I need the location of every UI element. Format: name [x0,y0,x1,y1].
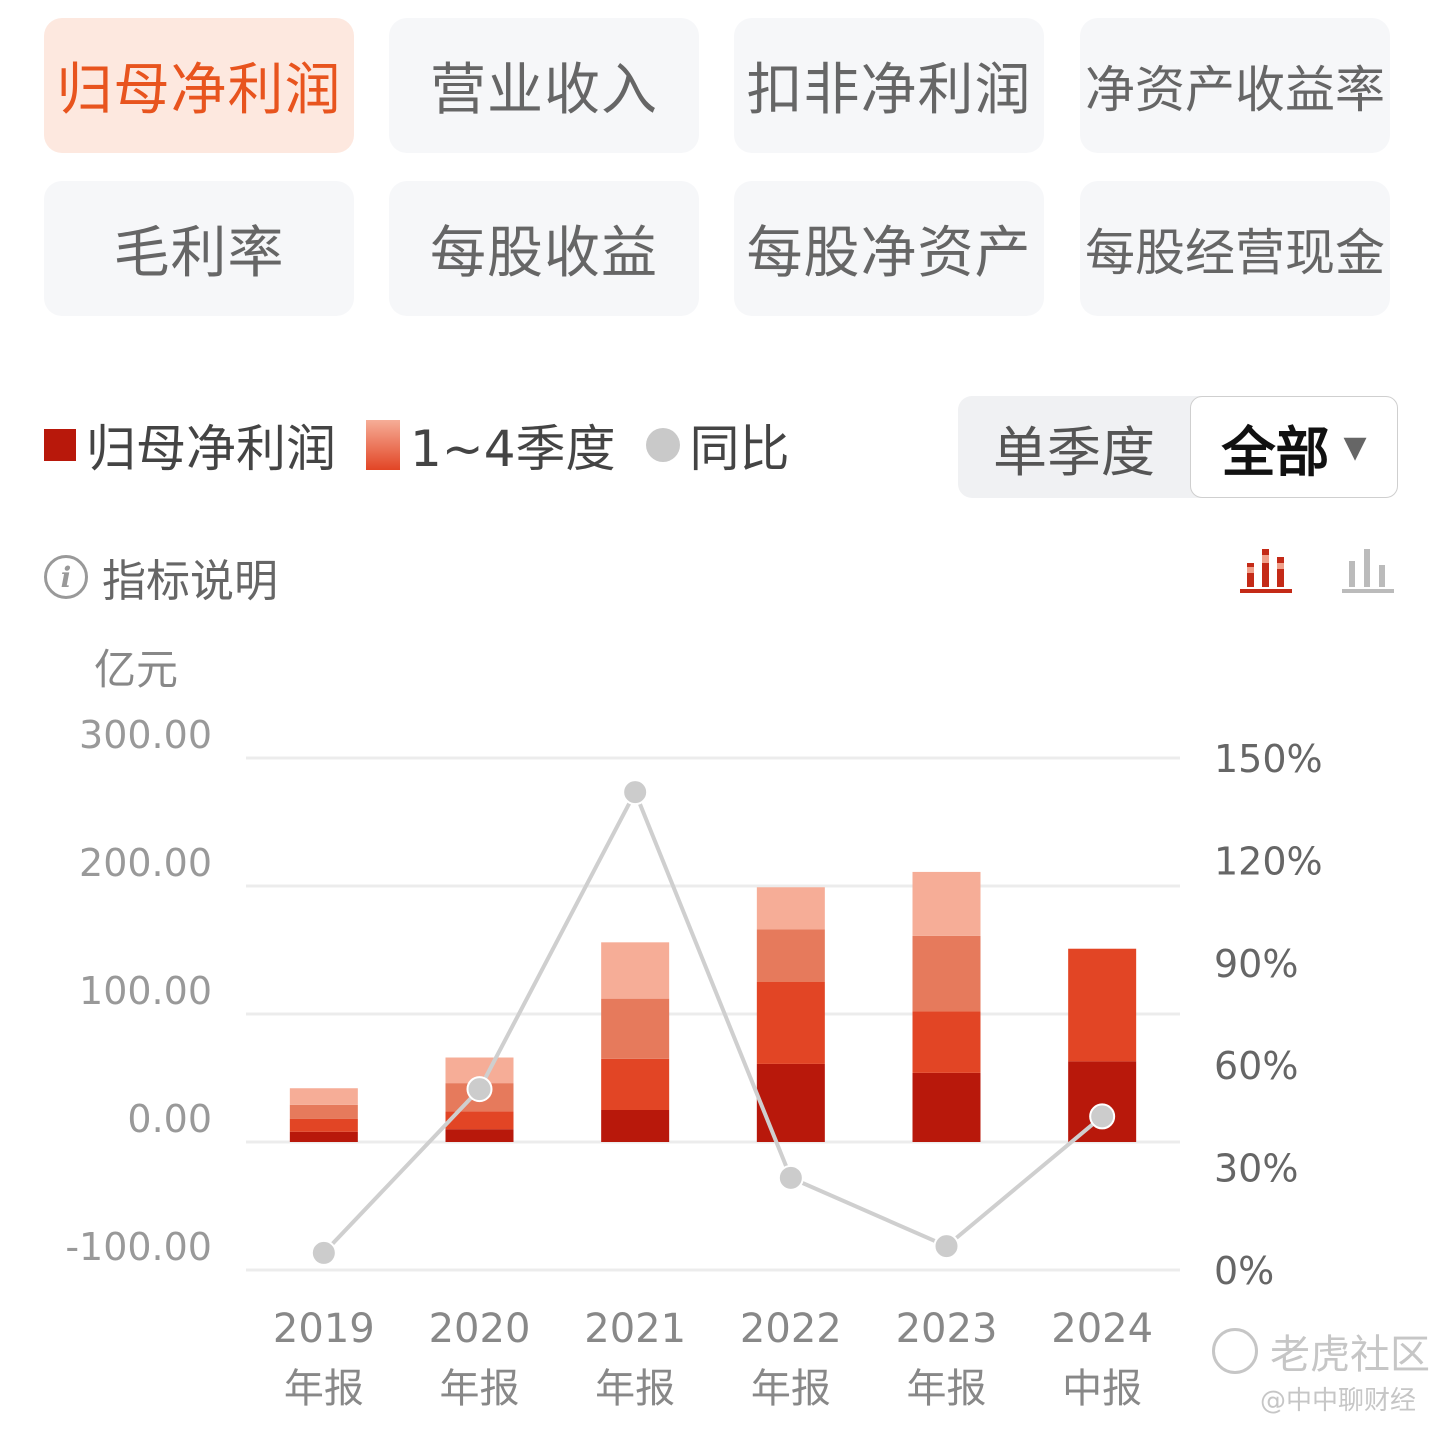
bar-segment [1068,1061,1137,1142]
info-icon: i [44,555,88,599]
yoy-point [310,1239,337,1266]
y-axis-unit: 亿元 [94,645,179,694]
x-tick-label: 2024 [1051,1306,1153,1352]
bar-segment [756,982,825,1064]
stacked-bar-chart-icon[interactable] [1238,545,1294,595]
tab-net-profit[interactable]: 归母净利润 [44,18,354,153]
all-option-label: 全部 [1221,420,1330,484]
all-dropdown[interactable]: 全部 ▼ [1190,396,1398,498]
indicator-explanation[interactable]: i 指标说明 [44,545,278,609]
tab-eps[interactable]: 每股收益 [389,181,699,316]
tab-bvps[interactable]: 每股净资产 [734,181,1044,316]
x-tick-sublabel: 中报 [1062,1366,1142,1412]
x-tick-label: 2019 [273,1306,375,1352]
x-tick-sublabel: 年报 [595,1366,675,1412]
tab-revenue[interactable]: 营业收入 [389,18,699,153]
y2-tick-label: 120% [1214,839,1323,883]
net-profit-chart: 300.00 200.00 100.00 0.00 -100.00 150% 120% 90%… [65,713,1323,1412]
x-tick-label: 2021 [584,1306,686,1352]
x-tick-sublabel: 年报 [440,1366,520,1412]
legend-swatch-gradient [366,420,400,470]
watermark-brand-text: 老虎社区 [1270,1332,1430,1378]
bar-segment [601,1110,670,1142]
y-tick-label: 0.00 [127,1097,212,1141]
bar-segment [289,1088,358,1105]
bar-segment [912,935,981,1012]
y-tick-label: -100.00 [65,1225,212,1269]
bar-segment [912,1072,981,1142]
y2-tick-label: 90% [1214,942,1298,986]
x-tick-label: 2022 [740,1306,842,1352]
bar-segment [445,1129,514,1142]
y-tick-label: 200.00 [79,841,212,885]
single-quarter-option[interactable]: 单季度 [993,420,1155,484]
bar-segment [289,1104,358,1119]
bar-segment [912,871,981,936]
yoy-point [622,779,649,806]
x-tick-label: 2020 [429,1306,531,1352]
bar-segment [601,1058,670,1110]
yoy-line [322,787,1104,1255]
legend-quarters-label: 1~4季度 [410,420,616,478]
legend-quarters: 1~4季度 [366,409,616,481]
yoy-point [777,1164,804,1191]
bar-segment [1068,948,1137,1062]
period-toggle: 单季度 全部 ▼ [958,396,1398,498]
y-tick-label: 100.00 [79,969,212,1013]
yoy-point [933,1233,960,1260]
watermark-brand: 老虎社区 [1212,1322,1430,1380]
bar-segment [445,1111,514,1130]
x-tick-label: 2023 [896,1306,998,1352]
y2-tick-label: 60% [1214,1044,1298,1088]
x-tick-sublabel: 年报 [751,1366,831,1412]
x-tick-sublabel: 年报 [907,1366,987,1412]
yoy-point [466,1076,493,1103]
bar-segment [756,887,825,930]
bar-segment [756,929,825,982]
bar-segment [601,998,670,1059]
bar-segment [756,1063,825,1142]
y2-tick-label: 150% [1214,737,1323,781]
tab-operating-cash-per-share[interactable]: 每股经营现金 [1080,181,1390,316]
legend-net-profit: 归母净利润 [44,409,336,481]
bar-chart-icon[interactable] [1340,545,1396,595]
bar-segment [912,1011,981,1073]
chevron-down-icon: ▼ [1343,429,1367,465]
x-tick-sublabel: 年报 [284,1366,364,1412]
tiger-logo-icon [1212,1328,1258,1374]
tab-gross-margin[interactable]: 毛利率 [44,181,354,316]
y-tick-label: 300.00 [79,713,212,757]
tab-deducted-net-profit[interactable]: 扣非净利润 [734,18,1044,153]
bar-segment [601,942,670,999]
legend-yoy-label: 同比 [689,420,790,478]
legend-swatch-dot [645,428,680,462]
legend-net-label: 归母净利润 [86,420,336,478]
bar-segment [289,1118,358,1132]
y2-tick-label: 30% [1214,1147,1298,1191]
y2-tick-label: 0% [1214,1249,1274,1293]
yoy-point [1089,1103,1116,1130]
chart-legend: 归母净利润 1~4季度 同比 [44,410,820,480]
legend-yoy: 同比 [645,409,790,481]
watermark-author: @中中聊财经 [1260,1386,1417,1416]
tab-roe[interactable]: 净资产收益率 [1080,18,1390,153]
legend-swatch-dark [44,429,76,461]
bar-segment [289,1131,358,1142]
indicator-explanation-label: 指标说明 [102,556,278,607]
